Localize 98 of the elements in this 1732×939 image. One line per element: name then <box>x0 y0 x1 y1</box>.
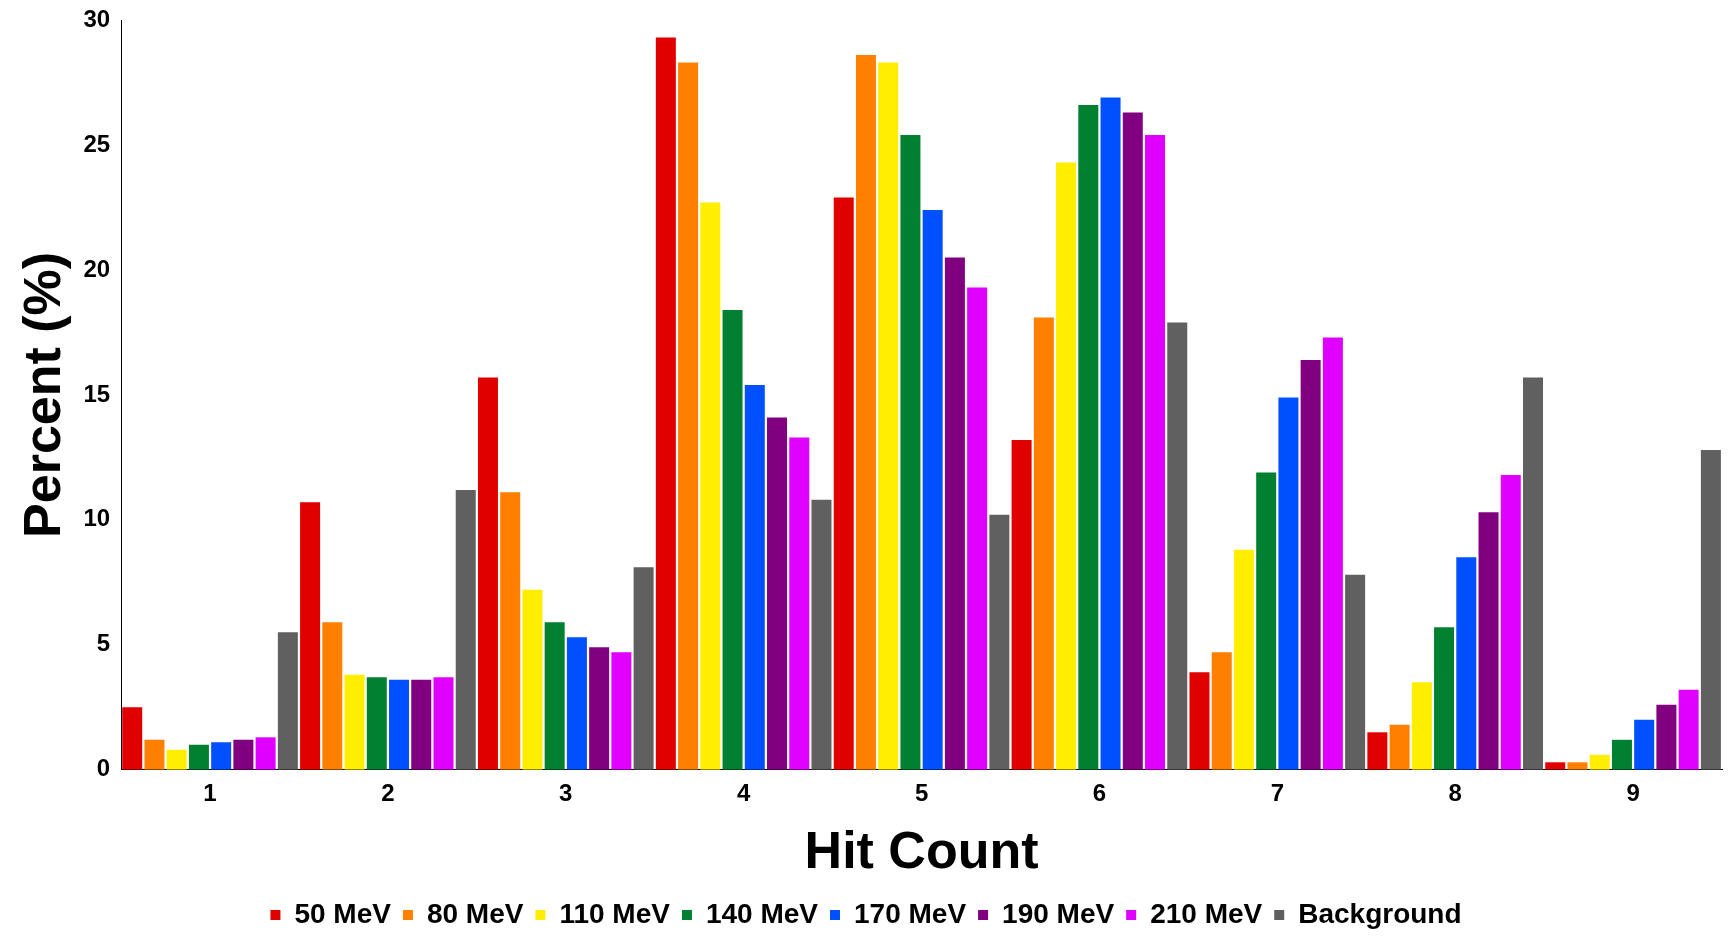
bar <box>722 309 743 770</box>
bar <box>1322 337 1343 770</box>
bar <box>300 502 321 770</box>
bar <box>122 707 143 770</box>
x-tick-label: 9 <box>1626 778 1640 806</box>
y-tick-label: 25 <box>83 129 111 157</box>
legend-label: Background <box>1298 897 1462 929</box>
x-tick-label: 2 <box>381 778 395 806</box>
legend-label: 140 MeV <box>705 897 819 929</box>
bar <box>1411 682 1432 770</box>
bar <box>878 62 899 770</box>
bar <box>1011 439 1032 770</box>
x-tick-label: 7 <box>1270 778 1284 806</box>
bar <box>188 744 209 770</box>
bar <box>1389 724 1410 770</box>
x-axis-title: Hit Count <box>804 821 1039 880</box>
x-tick-label: 3 <box>559 778 573 806</box>
bar <box>922 209 943 770</box>
bar <box>344 674 365 770</box>
bar <box>700 202 721 770</box>
bar <box>277 632 298 770</box>
bar <box>233 739 254 770</box>
bar <box>967 287 988 770</box>
x-tick-label: 4 <box>736 778 751 806</box>
bar <box>767 417 788 770</box>
bar <box>1345 574 1366 770</box>
bar <box>500 492 521 770</box>
bar <box>1611 739 1632 770</box>
y-tick-label: 0 <box>96 754 111 782</box>
bar <box>522 589 543 770</box>
bar <box>255 737 276 770</box>
bar <box>789 437 810 770</box>
bar <box>855 54 876 770</box>
bar <box>1545 762 1566 770</box>
x-tick-label: 1 <box>203 778 217 806</box>
bar <box>411 679 432 770</box>
bar <box>1434 627 1455 770</box>
bar <box>1634 719 1655 770</box>
bar <box>566 637 587 770</box>
bar <box>1300 359 1321 770</box>
legend-label: 210 MeV <box>1150 897 1263 929</box>
bar <box>477 377 498 770</box>
bar <box>989 514 1010 770</box>
bar <box>589 647 610 770</box>
bar <box>1167 322 1188 770</box>
bar <box>900 134 921 770</box>
bar <box>1456 557 1477 770</box>
bar <box>1478 512 1499 770</box>
bar <box>1145 134 1166 770</box>
bar <box>455 489 476 770</box>
y-tick-label: 5 <box>96 629 111 657</box>
bar <box>1078 104 1099 770</box>
bar <box>1656 704 1677 770</box>
x-tick-label: 8 <box>1448 778 1462 806</box>
x-tick-label: 5 <box>914 778 929 806</box>
legend-label: 50 MeV <box>294 897 392 929</box>
bar <box>1256 472 1277 770</box>
y-tick-label: 30 <box>83 4 111 32</box>
y-tick-label: 15 <box>83 379 111 407</box>
bar <box>1189 672 1210 770</box>
bar <box>544 622 565 770</box>
bar <box>1211 652 1232 770</box>
bar <box>1100 97 1121 770</box>
bar <box>744 384 765 770</box>
legend-label: 80 MeV <box>426 897 524 929</box>
bar <box>1567 762 1588 770</box>
bar <box>633 567 654 770</box>
bar <box>611 652 632 770</box>
bar <box>811 499 832 770</box>
bar <box>1589 754 1610 770</box>
bar <box>166 749 187 770</box>
bar <box>1500 474 1521 770</box>
legend-label: 170 MeV <box>854 897 967 929</box>
bar <box>1233 549 1254 770</box>
bar <box>366 677 387 770</box>
bar <box>389 679 410 770</box>
y-tick-label: 10 <box>83 504 111 532</box>
bar <box>1056 162 1077 770</box>
bar <box>1523 377 1544 770</box>
bar <box>211 742 232 770</box>
bar <box>1678 689 1699 770</box>
x-tick-label: 6 <box>1092 778 1107 806</box>
legend-label: 110 MeV <box>559 897 671 929</box>
bar <box>944 257 965 770</box>
legend-label: 190 MeV <box>1002 897 1115 929</box>
bar <box>1122 112 1143 770</box>
bar <box>833 197 854 770</box>
y-tick-label: 20 <box>83 254 111 282</box>
bar <box>1367 732 1388 770</box>
y-axis-title: Percent (%) <box>12 251 71 538</box>
bar <box>1278 397 1299 770</box>
bar <box>678 62 699 770</box>
bar <box>144 739 165 770</box>
bar <box>1700 449 1721 770</box>
bar <box>1033 317 1054 770</box>
bar <box>433 677 454 770</box>
bar <box>655 37 676 770</box>
bar <box>322 622 343 770</box>
